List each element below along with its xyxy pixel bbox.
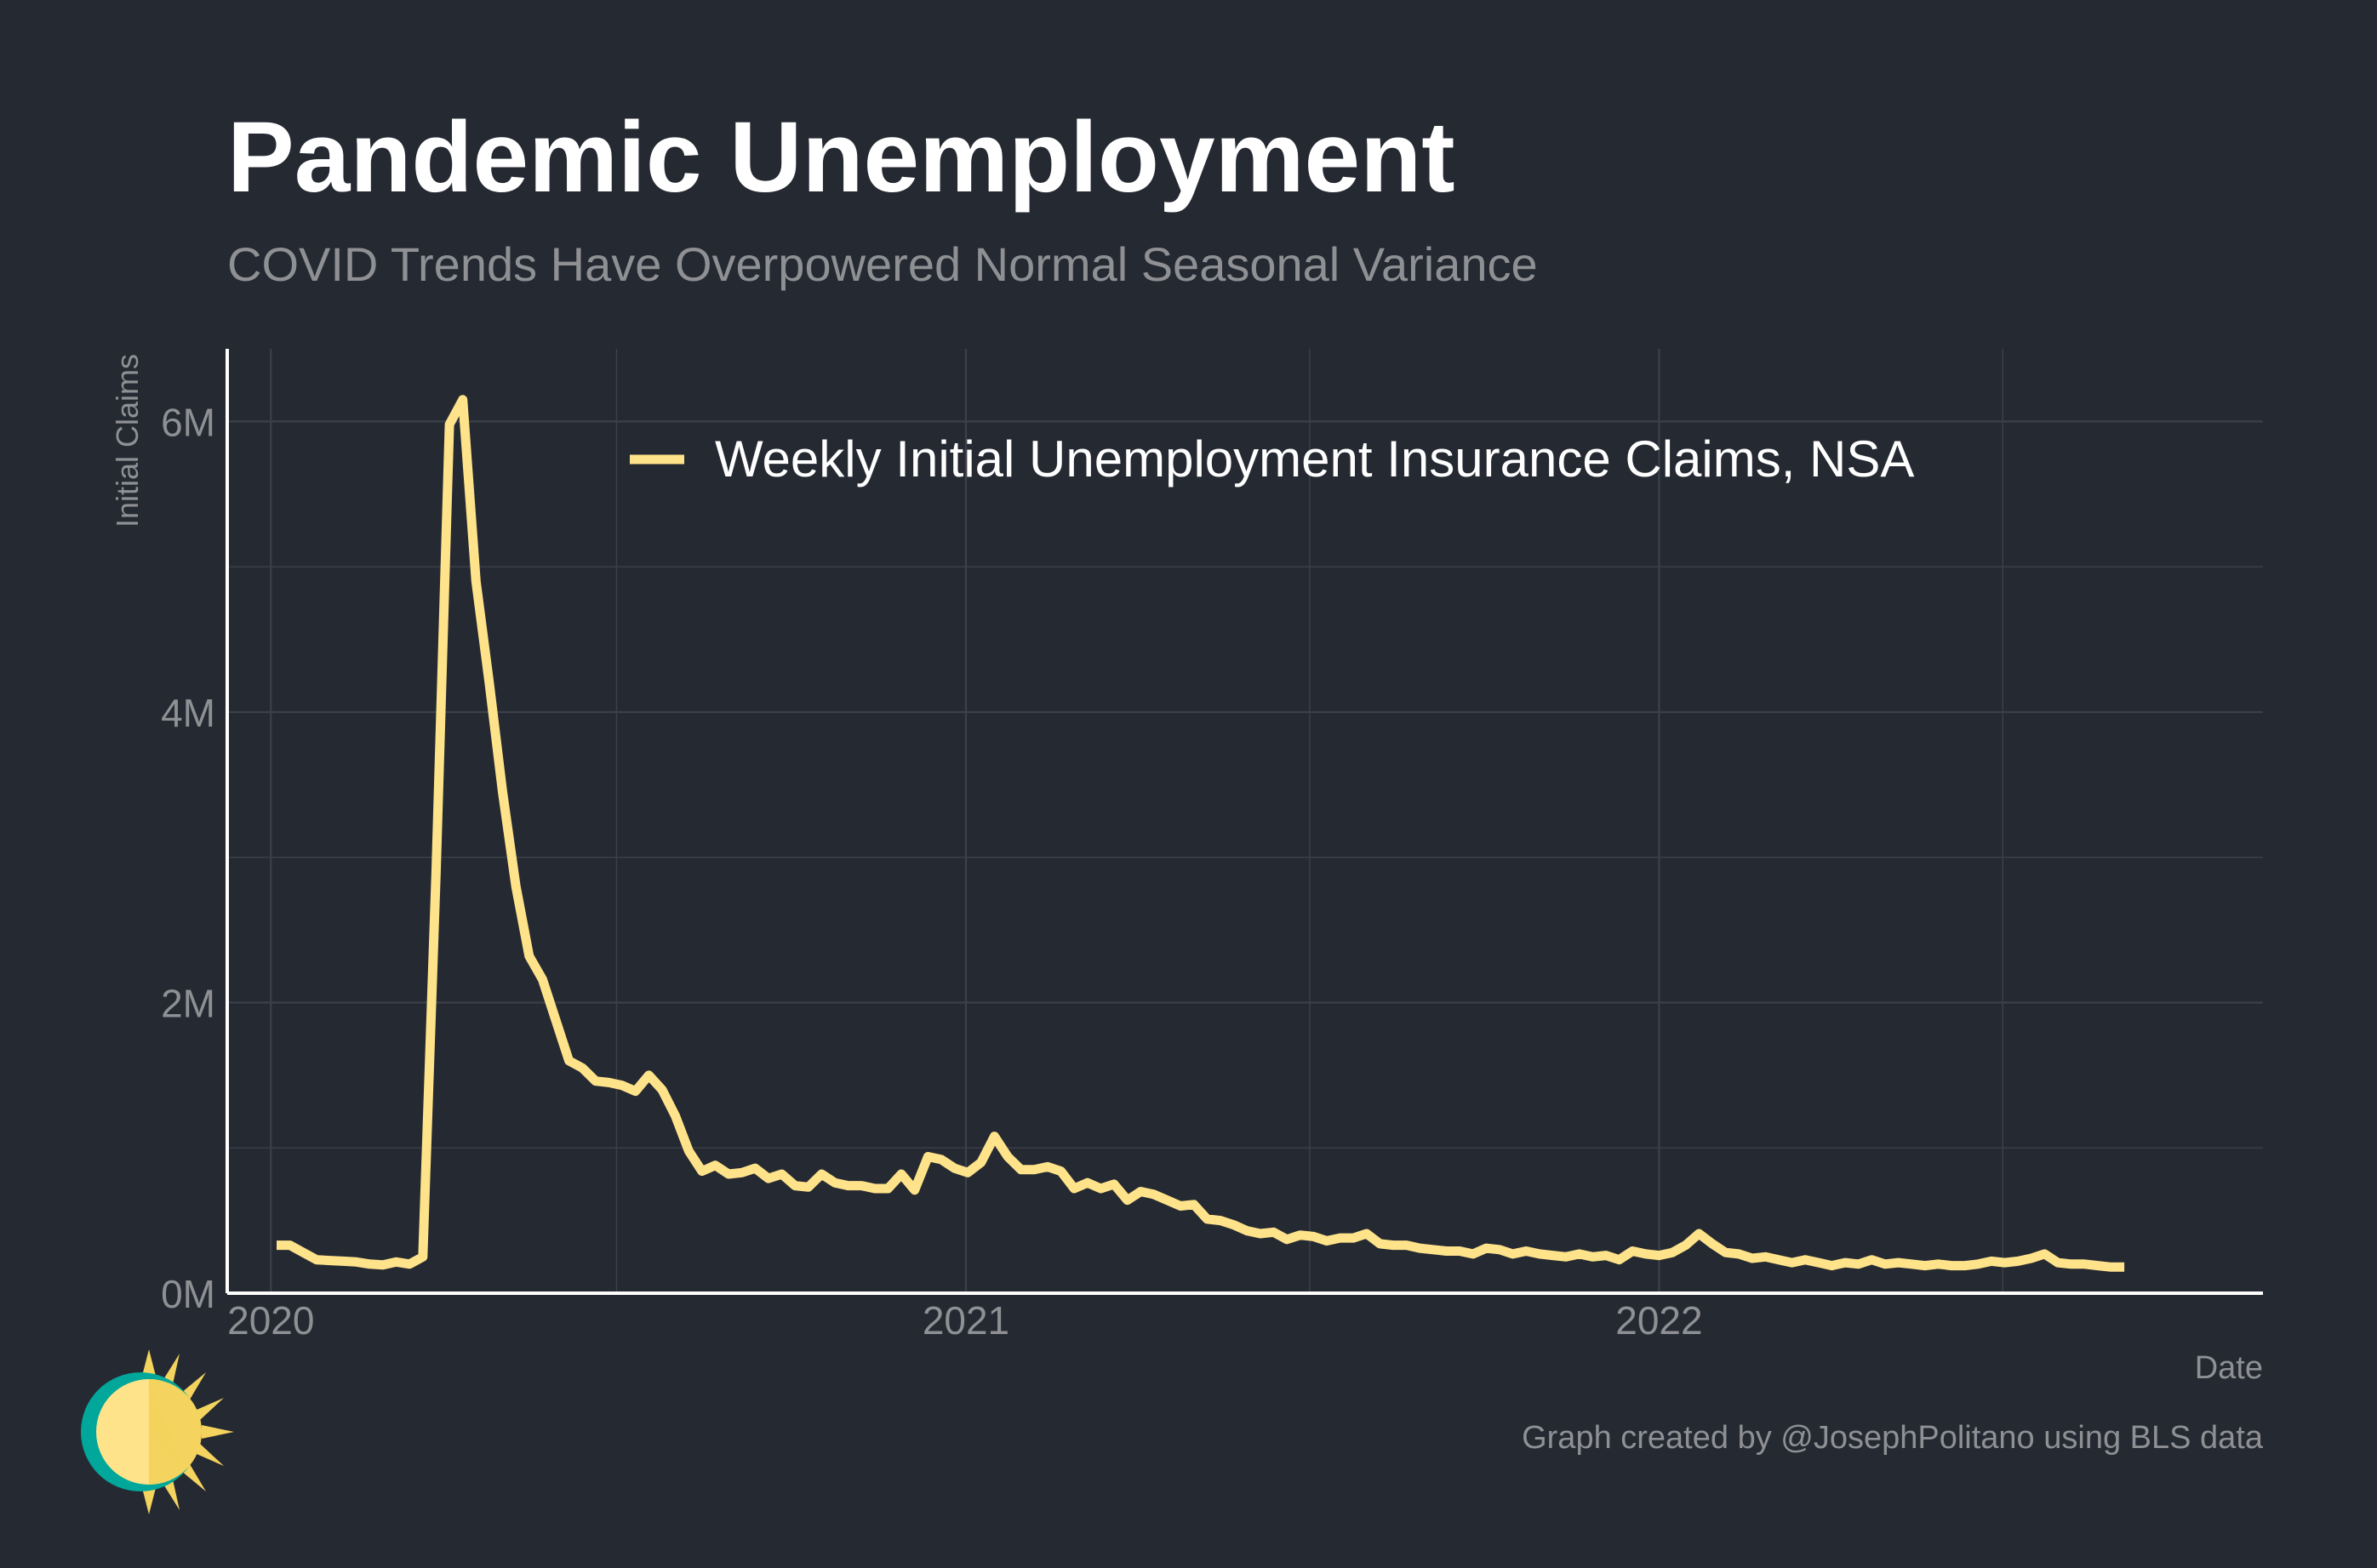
series-line-weekly-claims [277, 395, 2125, 1272]
legend: Weekly Initial Unemployment Insurance Cl… [630, 430, 1914, 488]
chart-title: Pandemic Unemployment [227, 101, 1455, 214]
sun-rays [141, 1349, 234, 1514]
x-tick-labels: 2020 2021 2022 [227, 1298, 1702, 1343]
sun-shade [149, 1379, 202, 1485]
sun-shade-wedge [149, 1379, 185, 1471]
x-tick-label: 2021 [923, 1298, 1009, 1343]
legend-label: Weekly Initial Unemployment Insurance Cl… [715, 430, 1914, 488]
y-tick-label: 2M [161, 981, 215, 1025]
y-tick-label: 0M [161, 1272, 215, 1316]
y-axis-title: Initial Claims [110, 354, 145, 527]
grid-lines [227, 349, 2263, 1295]
y-tick-label: 4M [161, 691, 215, 735]
x-tick-label: 2022 [1615, 1298, 1702, 1343]
sun-logo-icon [81, 1349, 234, 1514]
chart-caption: Graph created by @JosephPolitano using B… [1522, 1420, 2264, 1456]
y-tick-label: 6M [161, 400, 215, 444]
x-axis-title: Date [2195, 1350, 2263, 1386]
y-tick-labels: 0M 2M 4M 6M [161, 400, 215, 1316]
chart-subtitle: COVID Trends Have Overpowered Normal Sea… [227, 237, 1538, 291]
x-tick-label: 2020 [227, 1298, 314, 1343]
